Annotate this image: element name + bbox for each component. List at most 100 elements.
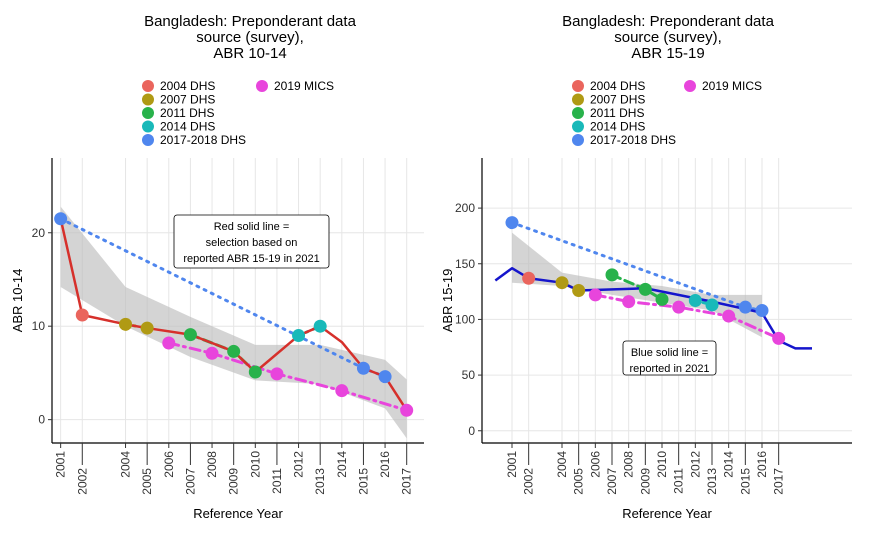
- legend-marker: [572, 93, 584, 106]
- legend-marker: [572, 134, 584, 146]
- data-point: [605, 268, 619, 282]
- data-point: [183, 328, 197, 342]
- legend-label: 2017-2018 DHS: [590, 133, 676, 147]
- x-axis-label: Reference Year: [622, 506, 712, 521]
- x-tick-label: 2012: [292, 451, 306, 478]
- x-tick-label: 2010: [655, 451, 669, 478]
- data-point: [140, 321, 154, 335]
- data-point: [505, 216, 519, 230]
- x-tick-label: 2016: [378, 451, 392, 478]
- data-point: [335, 384, 349, 398]
- x-tick-label: 2009: [227, 468, 241, 495]
- y-tick-label: 100: [455, 312, 475, 326]
- x-tick-label: 2006: [162, 451, 176, 478]
- data-point: [672, 300, 686, 314]
- data-point: [622, 295, 636, 309]
- legend-label: 2004 DHS: [160, 79, 215, 93]
- x-tick-label: 2001: [54, 451, 68, 478]
- legend-label: 2011 DHS: [590, 106, 644, 120]
- x-tick-label: 2004: [555, 451, 569, 478]
- data-point: [292, 329, 306, 343]
- y-axis-label: ABR 15-19: [440, 269, 455, 333]
- data-point: [722, 309, 736, 323]
- data-point: [655, 292, 669, 306]
- y-tick-label: 10: [32, 319, 46, 333]
- x-tick-label: 2005: [140, 468, 154, 495]
- x-tick-label: 2006: [588, 451, 602, 478]
- chart-title-line: Bangladesh: Preponderant data: [144, 13, 356, 30]
- annotation-text: selection based on: [206, 237, 298, 249]
- chart-title-line: ABR 10-14: [213, 45, 286, 62]
- x-tick-label: 2017: [772, 468, 786, 495]
- x-tick-label: 2008: [205, 451, 219, 478]
- legend-label: 2007 DHS: [160, 93, 215, 107]
- confidence-ribbon: [60, 206, 407, 439]
- legend-marker: [142, 80, 154, 92]
- legend-label: 2011 DHS: [160, 106, 214, 120]
- data-point: [119, 317, 133, 331]
- annotation-text: reported ABR 15-19 in 2021: [183, 253, 319, 265]
- chart-title-line: source (survey),: [196, 29, 304, 46]
- annotation-text: Blue solid line =: [631, 347, 708, 359]
- legend-label: 2007 DHS: [590, 93, 645, 107]
- data-point: [705, 298, 719, 312]
- data-point: [555, 276, 569, 290]
- x-tick-label: 2010: [248, 451, 262, 478]
- data-point: [378, 370, 392, 384]
- x-tick-label: 2002: [75, 468, 89, 495]
- data-point: [270, 367, 284, 381]
- legend-marker: [572, 107, 584, 119]
- x-tick-label: 2008: [622, 451, 636, 478]
- legend-marker: [142, 134, 154, 146]
- x-tick-label: 2001: [505, 451, 519, 478]
- y-tick-label: 50: [462, 368, 476, 382]
- y-tick-label: 0: [468, 424, 475, 438]
- legend-marker: [572, 80, 584, 92]
- data-point: [248, 365, 262, 379]
- data-point: [313, 319, 327, 333]
- data-point: [688, 294, 702, 307]
- legend-marker: [684, 80, 696, 92]
- x-tick-label: 2011: [270, 468, 284, 494]
- x-tick-label: 2012: [688, 451, 702, 478]
- legend-marker: [572, 120, 584, 133]
- x-tick-label: 2015: [738, 468, 752, 495]
- x-tick-label: 2015: [356, 468, 370, 495]
- data-point: [205, 346, 219, 360]
- y-axis-label: ABR 10-14: [10, 269, 25, 333]
- legend-label: 2014 DHS: [590, 120, 645, 134]
- legend-marker: [142, 107, 154, 119]
- x-tick-label: 2007: [605, 468, 619, 495]
- legend-label: 2017-2018 DHS: [160, 133, 246, 147]
- data-point: [54, 212, 68, 226]
- data-point: [400, 403, 414, 417]
- x-tick-label: 2009: [638, 468, 652, 495]
- y-tick-label: 20: [32, 226, 46, 240]
- x-tick-label: 2002: [522, 468, 536, 495]
- x-tick-label: 2011: [672, 468, 686, 494]
- chart-title-line: ABR 15-19: [631, 45, 704, 62]
- chart-title-line: Bangladesh: Preponderant data: [562, 13, 774, 30]
- data-point: [755, 304, 769, 318]
- y-tick-label: 200: [455, 201, 475, 215]
- x-tick-label: 2013: [705, 468, 719, 495]
- legend-marker: [142, 93, 154, 106]
- x-tick-label: 2007: [183, 468, 197, 495]
- annotation-text: reported in 2021: [629, 363, 709, 375]
- legend-label: 2004 DHS: [590, 79, 645, 93]
- legend-marker: [142, 120, 154, 133]
- x-axis-label: Reference Year: [193, 506, 283, 521]
- data-point: [572, 283, 586, 297]
- legend-marker: [256, 80, 268, 92]
- x-tick-label: 2014: [335, 451, 349, 478]
- x-tick-label: 2005: [572, 468, 586, 495]
- data-point: [522, 271, 536, 285]
- x-tick-label: 2016: [755, 451, 769, 478]
- x-tick-label: 2004: [119, 451, 133, 478]
- annotation-box: [622, 340, 717, 376]
- data-point: [588, 288, 602, 302]
- annotation-text: Red solid line =: [214, 221, 290, 233]
